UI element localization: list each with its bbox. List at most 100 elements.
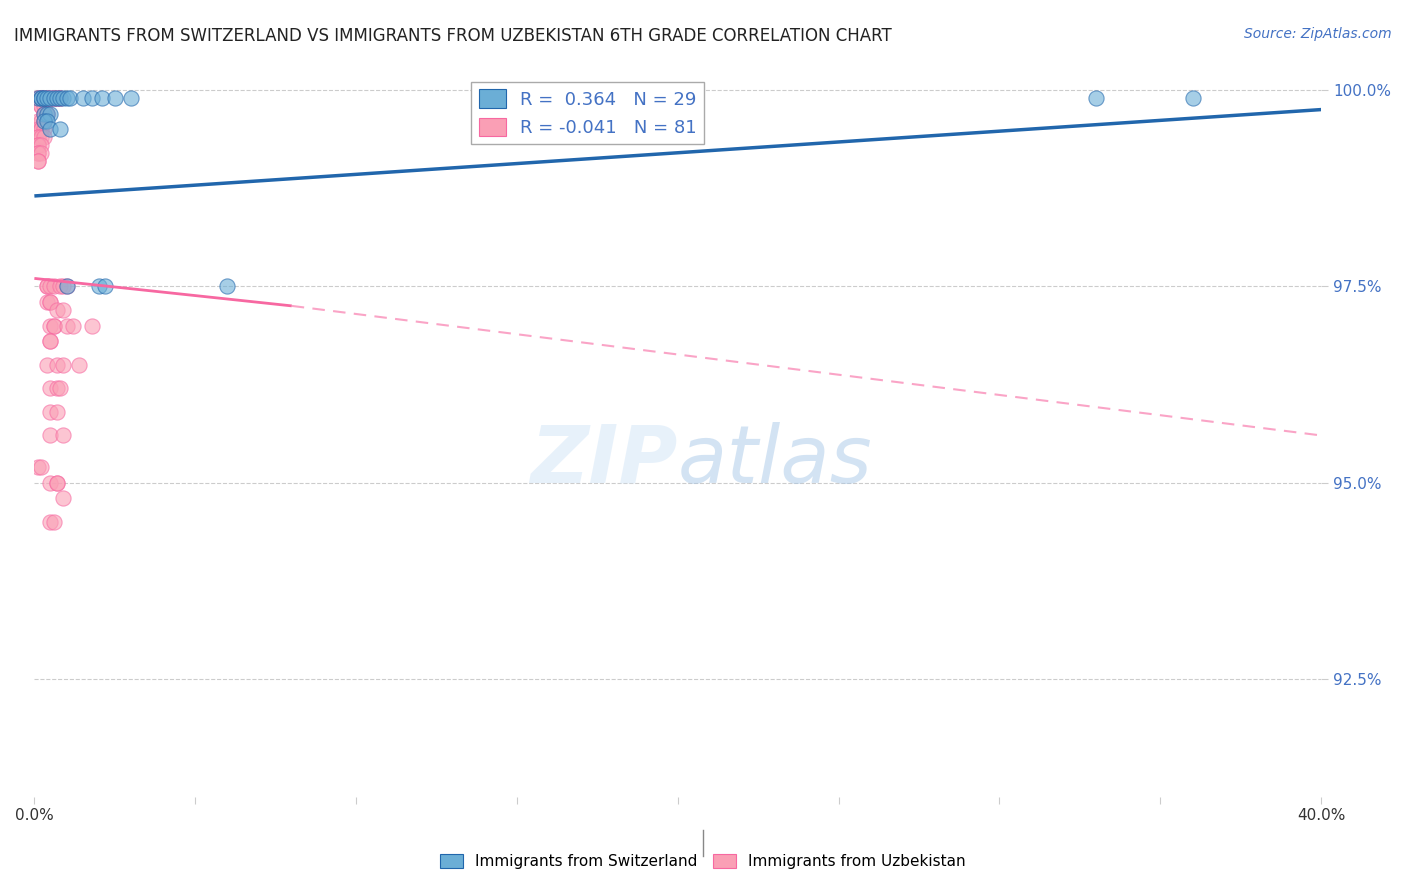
Point (42, 91, 65, 105)
Point (32, 114, 55, 128)
Point (49, 91, 72, 105)
Point (27, 91, 49, 105)
Point (39, 91, 62, 105)
Point (42, 91, 65, 105)
Text: atlas: atlas (678, 422, 873, 500)
Point (1181, 91, 1204, 105)
Point (39, 334, 62, 349)
Point (39, 381, 62, 395)
Point (32, 122, 55, 136)
Point (37, 106, 59, 120)
Point (27, 137, 49, 152)
Point (120, 91, 142, 105)
Point (30, 91, 52, 105)
Point (45, 91, 67, 105)
Point (82, 91, 104, 105)
Point (39, 91, 62, 105)
Point (32, 91, 55, 105)
Point (1085, 91, 1108, 105)
Point (30, 91, 52, 105)
Point (27, 91, 49, 105)
Point (39, 428, 62, 442)
Point (30, 122, 52, 136)
Text: IMMIGRANTS FROM SWITZERLAND VS IMMIGRANTS FROM UZBEKISTAN 6TH GRADE CORRELATION : IMMIGRANTS FROM SWITZERLAND VS IMMIGRANT… (14, 27, 891, 45)
Point (30, 137, 52, 152)
Legend: Immigrants from Switzerland, Immigrants from Uzbekistan: Immigrants from Switzerland, Immigrants … (434, 848, 972, 875)
Point (27, 114, 49, 128)
Point (39, 515, 62, 529)
Point (55, 279, 77, 293)
Point (49, 279, 72, 293)
Point (39, 318, 62, 333)
Point (49, 91, 72, 105)
Point (32, 130, 55, 145)
Point (30, 91, 52, 105)
Point (39, 334, 62, 349)
Point (39, 405, 62, 419)
Point (30, 114, 52, 128)
Point (62, 318, 84, 333)
Point (87, 279, 110, 293)
Point (37, 91, 59, 105)
Point (104, 91, 127, 105)
Point (32, 91, 55, 105)
Point (55, 318, 77, 333)
Point (217, 279, 239, 293)
Point (37, 91, 59, 105)
Point (30, 122, 52, 136)
Point (30, 459, 52, 474)
Point (49, 122, 72, 136)
Point (52, 428, 75, 442)
Point (32, 106, 55, 120)
Point (30, 130, 52, 145)
Point (27, 130, 49, 145)
Point (27, 91, 49, 105)
Point (27, 145, 49, 160)
Point (45, 91, 67, 105)
Point (45, 91, 67, 105)
Point (39, 122, 62, 136)
Point (37, 91, 59, 105)
Point (82, 318, 104, 333)
Point (59, 91, 82, 105)
Point (90, 91, 112, 105)
Point (45, 381, 67, 395)
Point (67, 358, 90, 372)
Point (52, 358, 75, 372)
Point (94, 279, 117, 293)
Point (27, 145, 49, 160)
Point (37, 295, 59, 310)
Point (30, 98, 52, 112)
Point (52, 279, 75, 293)
Point (32, 91, 55, 105)
Text: ZIP: ZIP (530, 422, 678, 500)
Point (32, 114, 55, 128)
Point (72, 91, 94, 105)
Point (32, 114, 55, 128)
Point (42, 279, 65, 293)
Point (37, 114, 59, 128)
Point (39, 106, 62, 120)
Point (52, 91, 75, 105)
Point (55, 279, 77, 293)
Point (45, 302, 67, 317)
Point (30, 98, 52, 112)
Point (32, 98, 55, 112)
Point (32, 91, 55, 105)
Point (27, 130, 49, 145)
Point (27, 153, 49, 168)
Point (39, 295, 62, 310)
Point (49, 381, 72, 395)
Point (45, 475, 67, 490)
Point (27, 459, 49, 474)
Point (37, 279, 59, 293)
Point (42, 318, 65, 333)
Point (30, 91, 52, 105)
Point (52, 491, 75, 506)
Point (39, 279, 62, 293)
Point (42, 515, 65, 529)
Point (39, 475, 62, 490)
Point (37, 358, 59, 372)
Point (39, 91, 62, 105)
Point (39, 295, 62, 310)
